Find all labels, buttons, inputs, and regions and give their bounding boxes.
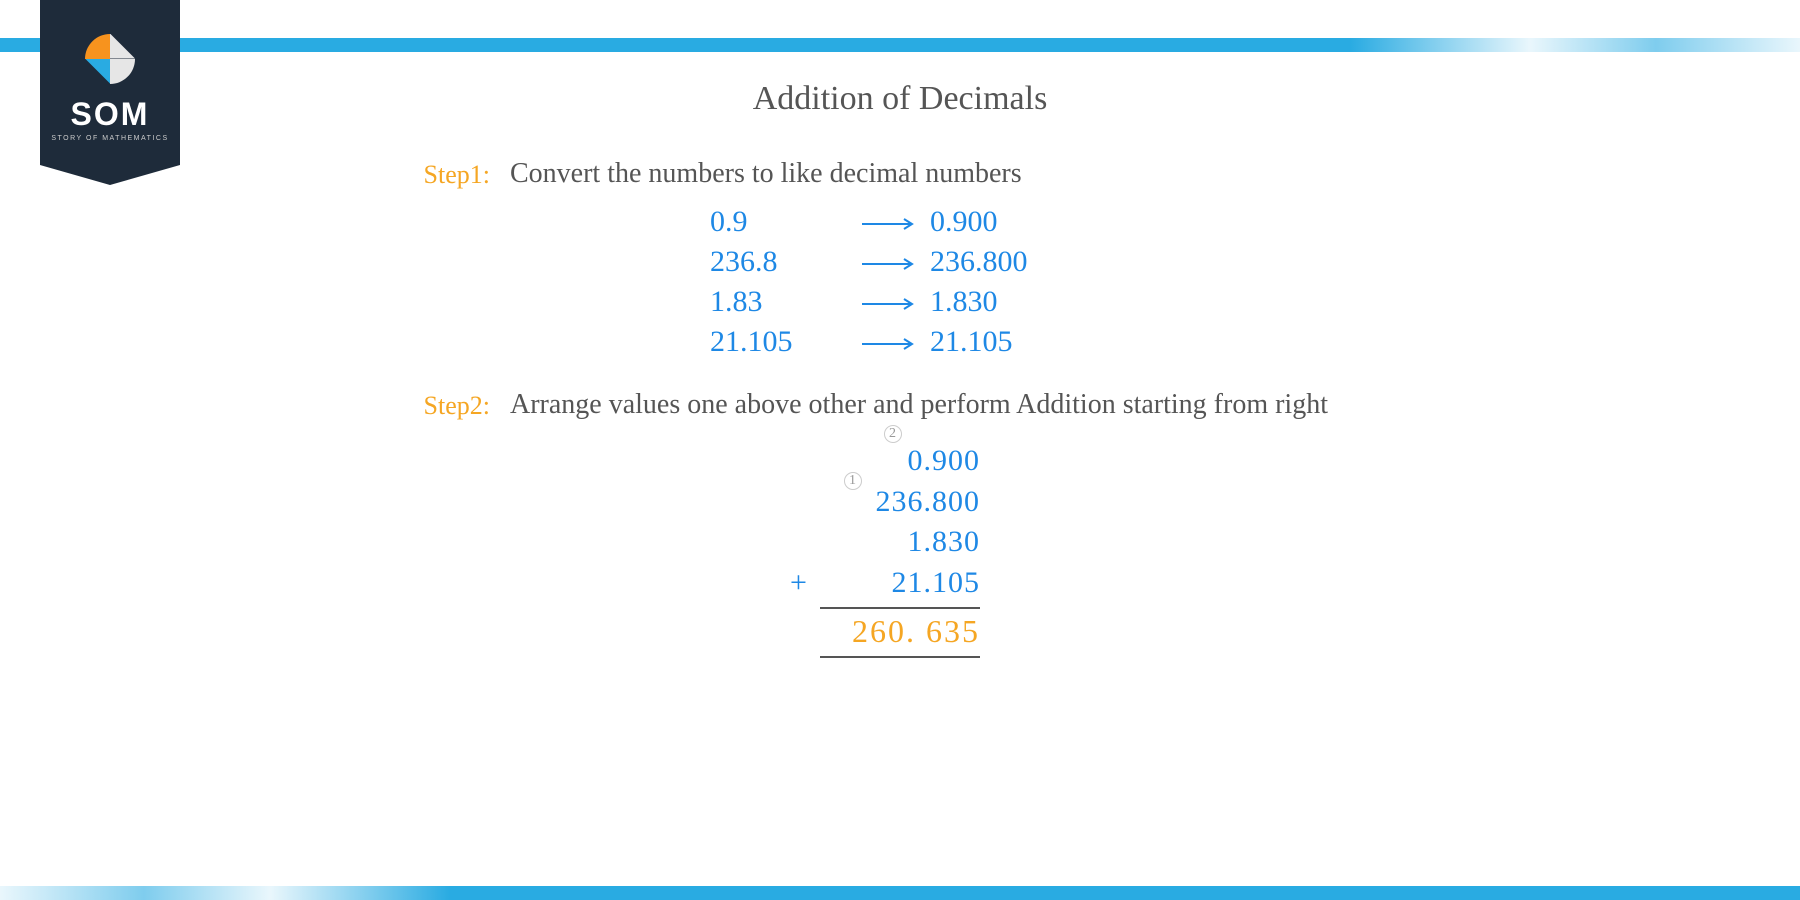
step-2-header: Step2: Arrange values one above other an… [0,389,1800,421]
addition-column: 2 0.900 1 236.800 1.830 + 21.105 260. 63… [820,441,980,658]
step-1-description: Convert the numbers to like decimal numb… [510,158,1410,190]
addend-2: 1.830 [820,522,980,563]
conv-from-3: 21.105 [710,325,850,359]
addend-3: + 21.105 [820,563,980,604]
conv-from-2: 1.83 [710,285,850,319]
main-content: Addition of Decimals Step1: Convert the … [0,80,1800,658]
conv-to-3: 21.105 [930,325,1090,359]
addend-1-value: 236.800 [876,485,981,518]
conv-to-0: 0.900 [930,205,1090,239]
conv-from-1: 236.8 [710,245,850,279]
addend-3-value: 21.105 [892,566,981,599]
result-row: 260. 635 [820,607,980,658]
top-accent-bar [0,38,1800,52]
som-logo-icon [85,34,135,84]
plus-sign: + [790,563,808,604]
bottom-accent-bar [0,886,1800,900]
carry-1: 1 [844,472,862,490]
page-title: Addition of Decimals [0,80,1800,118]
arrow-icon [850,205,930,239]
step-1-header: Step1: Convert the numbers to like decim… [0,158,1800,190]
step-1-label: Step1: [390,158,490,190]
addend-0-value: 0.900 [908,444,981,477]
conv-to-2: 1.830 [930,285,1090,319]
arrow-icon [850,325,930,359]
conversion-table: 0.9 0.900 236.8 236.800 1.83 1.830 21.10… [0,205,1800,359]
step-2-label: Step2: [390,389,490,421]
step-2-description: Arrange values one above other and perfo… [510,389,1410,421]
result-value: 260. 635 [852,613,980,649]
arrow-icon [850,245,930,279]
conv-from-0: 0.9 [710,205,850,239]
conv-to-1: 236.800 [930,245,1090,279]
carry-2: 2 [884,425,902,443]
addend-1: 1 236.800 [820,482,980,523]
arrow-icon [850,285,930,319]
addend-0: 2 0.900 [820,441,980,482]
